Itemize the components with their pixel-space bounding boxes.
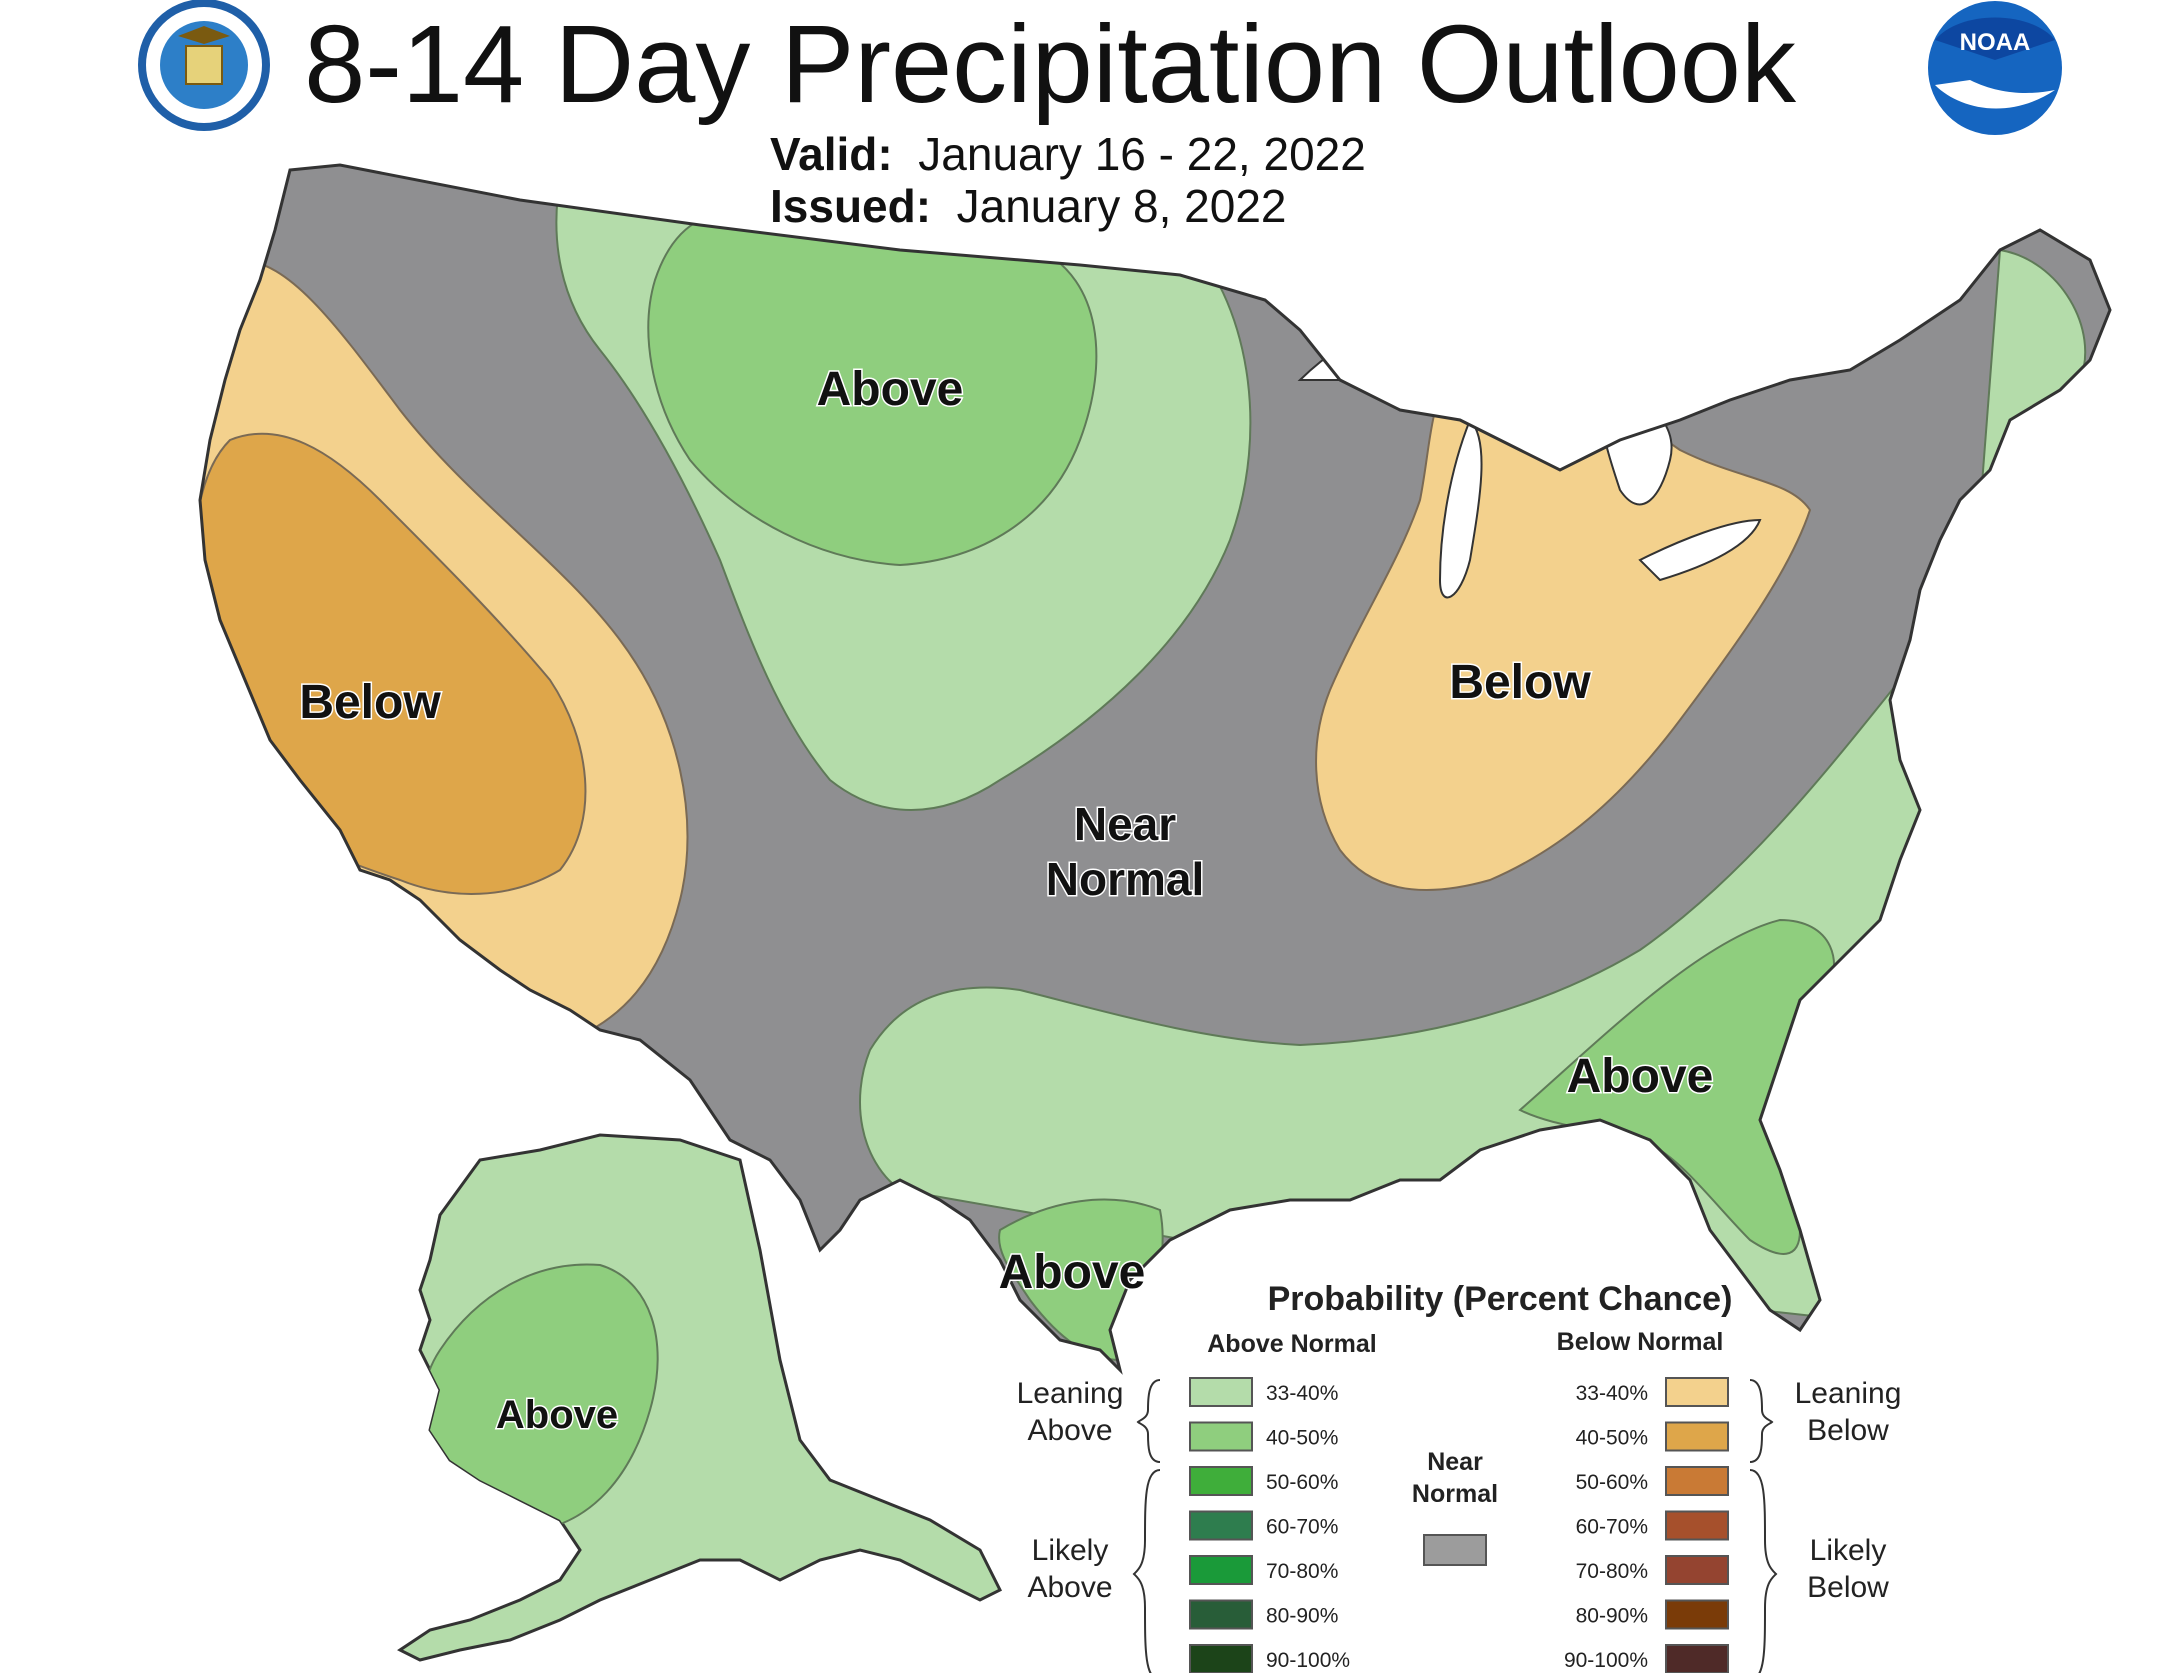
legend-leaning-below-2: Below (1807, 1414, 1889, 1447)
ohio-below-region (1315, 373, 1812, 891)
legend-below-range-3: 50-60% (1576, 1471, 1648, 1494)
noaa-logo-text: NOAA (1960, 29, 2031, 56)
legend-likely-below-2: Below (1807, 1571, 1889, 1604)
legend-likely-below-1: Likely (1810, 1534, 1887, 1567)
legend-below-swatch-2 (1665, 1421, 1729, 1452)
map-title: 8-14 Day Precipitation Outlook (304, 3, 1796, 126)
issued-label: Issued: (770, 180, 932, 232)
legend-near-normal-swatch (1423, 1534, 1487, 1566)
lake-michigan (1438, 418, 1483, 599)
texas-above-label: Above (999, 1246, 1146, 1299)
brace-likely-below (1749, 1469, 1778, 1673)
brace-leaning-above (1136, 1379, 1161, 1463)
legend-below-range-2: 40-50% (1576, 1427, 1648, 1450)
legend-below-range-6: 80-90% (1576, 1605, 1648, 1628)
legend-above-header: Above Normal (1207, 1330, 1376, 1358)
legend-above-swatch-2 (1189, 1421, 1253, 1452)
legend-below-swatch-4 (1665, 1510, 1729, 1541)
legend-leaning-above-2: Above (1027, 1414, 1112, 1447)
legend-above-swatch-6 (1189, 1599, 1253, 1630)
legend-above-range-1: 33-40% (1266, 1382, 1338, 1405)
lake-erie (1638, 518, 1762, 582)
legend-below-range-7: 90-100% (1564, 1649, 1648, 1672)
legend-below-swatch-3 (1665, 1466, 1729, 1496)
issued-value: January 8, 2022 (956, 180, 1287, 232)
legend-below-header: Below Normal (1557, 1328, 1724, 1356)
north-above-label: Above (817, 363, 964, 416)
legend-above-swatch-7 (1189, 1644, 1253, 1673)
legend-below-range-4: 60-70% (1576, 1516, 1648, 1539)
issued-line: Issued: January 8, 2022 (770, 180, 1287, 232)
ohio-below-label: Below (1449, 656, 1591, 709)
alaska-above-label: Above (496, 1393, 618, 1437)
legend-likely-above-2: Above (1027, 1571, 1112, 1604)
near-normal-label-1: Near (1074, 798, 1176, 850)
legend-below-swatch-7 (1665, 1644, 1729, 1673)
legend-below-range-1: 33-40% (1576, 1382, 1648, 1405)
valid-line: Valid: January 16 - 22, 2022 (770, 128, 1366, 180)
legend-above-swatch-4 (1189, 1510, 1253, 1541)
legend-above-range-3: 50-60% (1266, 1471, 1338, 1494)
legend-below-range-5: 70-80% (1576, 1560, 1648, 1583)
legend-above-swatch-3 (1189, 1466, 1253, 1496)
legend-below-swatch-1 (1665, 1377, 1729, 1407)
near-normal-label-2: Normal (1046, 853, 1204, 905)
legend-above-range-2: 40-50% (1266, 1427, 1338, 1450)
legend-above-swatch-1 (1189, 1377, 1253, 1407)
lake-superior (1297, 298, 1547, 381)
legend-leaning-above-1: Leaning (1017, 1377, 1124, 1410)
legend-leaning-below-1: Leaning (1795, 1377, 1902, 1410)
commerce-seal-icon (138, 0, 270, 131)
legend-title: Probability (Percent Chance) (1268, 1280, 1733, 1318)
legend-likely-above-1: Likely (1032, 1534, 1109, 1567)
legend-above-range-5: 70-80% (1266, 1560, 1338, 1583)
legend-below-swatch-6 (1665, 1599, 1729, 1630)
legend-below-swatch-5 (1665, 1555, 1729, 1585)
legend-near-normal-2: Normal (1412, 1480, 1498, 1508)
valid-label: Valid: (770, 128, 893, 180)
brace-likely-above (1132, 1469, 1161, 1673)
legend: Probability (Percent Chance) Above Norma… (1017, 1280, 1902, 1673)
legend-near-normal-1: Near (1427, 1448, 1483, 1476)
legend-above-swatch-5 (1189, 1555, 1253, 1585)
legend-above-range-4: 60-70% (1266, 1516, 1338, 1539)
legend-above-range-7: 90-100% (1266, 1649, 1350, 1672)
valid-value: January 16 - 22, 2022 (918, 128, 1366, 180)
noaa-logo-icon: NOAA (1928, 1, 2062, 135)
brace-leaning-below (1749, 1379, 1774, 1463)
west-below-label: Below (299, 676, 441, 729)
legend-above-range-6: 80-90% (1266, 1605, 1338, 1628)
southeast-above-label: Above (1567, 1050, 1714, 1103)
